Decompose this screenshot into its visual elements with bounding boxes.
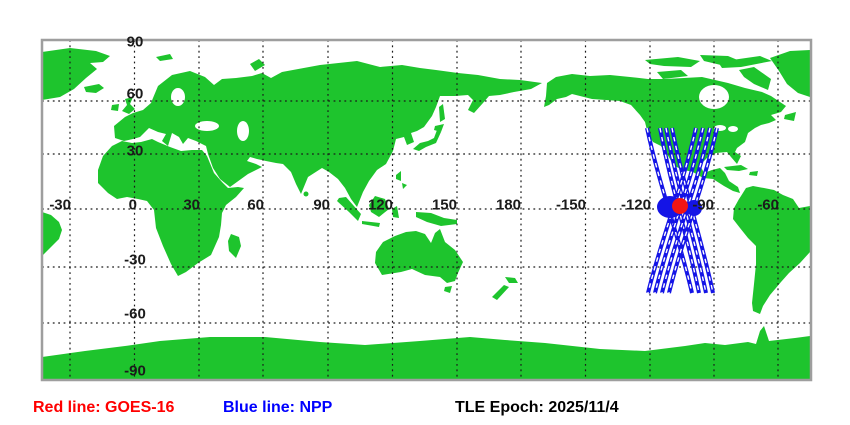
npp-track-dash [646, 127, 693, 294]
graticule-layer [42, 40, 811, 380]
land-new-zealand-north [505, 277, 518, 283]
land-svalbard [156, 54, 173, 61]
sea-black-sea [195, 121, 219, 131]
land-hokkaido [434, 124, 444, 132]
land-iceland [84, 84, 104, 93]
sea-great-lakes-east [728, 126, 738, 132]
legend-npp-label: Blue line: NPP [223, 399, 333, 416]
land-sumatra [337, 197, 361, 221]
land-great-britain [122, 97, 135, 114]
npp-track-dash [668, 127, 718, 294]
land-baffin-island [739, 67, 771, 90]
land-philippines [396, 171, 401, 181]
land-greenland-east [42, 48, 110, 100]
land-newfoundland [784, 112, 796, 121]
land-mindanao [402, 183, 407, 189]
land-new-zealand-south [492, 285, 509, 300]
land-new-guinea [416, 212, 457, 226]
land-south-america [733, 186, 810, 314]
land-africa [98, 139, 244, 276]
sea-baltic [171, 88, 185, 106]
sea-caspian [237, 121, 249, 141]
goes16-marker [672, 198, 688, 214]
npp-track-dash [661, 127, 711, 294]
land-antarctica [42, 326, 810, 380]
land-arctic-island-1 [645, 57, 700, 67]
legend-goes16-label: Red line: GOES-16 [33, 399, 175, 416]
land-eurasia [114, 61, 542, 207]
npp-marker [686, 200, 702, 216]
continents-layer [42, 48, 810, 380]
land-brazil-east-wrap [42, 212, 62, 256]
satellite-markers-layer [657, 196, 702, 218]
land-madagascar [228, 234, 241, 258]
land-sri-lanka [303, 191, 309, 197]
land-north-america [544, 74, 786, 193]
map-frame [40, 38, 813, 382]
land-sakhalin [439, 104, 445, 122]
npp-track-dash [665, 127, 707, 294]
land-novaya-zemlya [250, 59, 265, 71]
land-cuba [724, 165, 748, 171]
land-victoria-island [657, 70, 688, 79]
land-greenland-west [770, 50, 810, 97]
land-tasmania [444, 286, 452, 293]
land-borneo [369, 196, 389, 217]
land-japan [413, 130, 441, 151]
legend-bar: Red line: GOES-16 Blue line: NPP TLE Epo… [0, 399, 850, 421]
npp-track-dash [647, 127, 697, 294]
land-ireland [111, 104, 119, 111]
land-java [362, 221, 380, 227]
sea-hudson-bay [699, 85, 729, 109]
land-ellesmere [718, 56, 772, 68]
npp-track-dash [671, 127, 714, 294]
npp-track-dash [654, 127, 704, 294]
npp-track-dash [659, 127, 700, 294]
legend-tle-epoch-label: TLE Epoch: 2025/11/4 [455, 399, 619, 416]
land-australia [375, 229, 463, 283]
land-hispaniola [749, 171, 758, 176]
